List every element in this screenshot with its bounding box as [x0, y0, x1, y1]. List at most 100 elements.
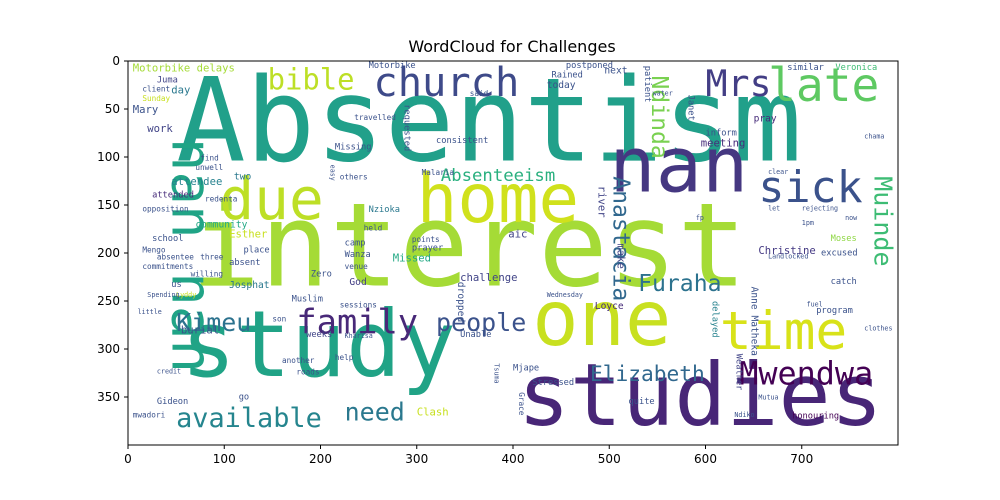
word-61: go — [239, 392, 249, 402]
word-22: Elizabeth — [590, 361, 705, 386]
word-68: river — [595, 186, 607, 218]
word-77: Motorbike — [369, 61, 416, 71]
word-100: redenta — [205, 195, 237, 204]
word-86: Janet — [685, 95, 695, 121]
word-91: willing — [191, 270, 223, 279]
word-52: Veronica — [835, 63, 877, 73]
word-133: clear — [768, 168, 788, 176]
word-41: place — [244, 245, 270, 255]
word-66: delayed — [709, 301, 719, 338]
x-tick-label: 200 — [309, 452, 332, 466]
word-127: Landlocked — [768, 253, 808, 261]
word-1: interest — [191, 179, 747, 313]
word-126: fp — [696, 214, 704, 222]
word-33: Missing — [335, 143, 372, 153]
word-110: water — [653, 89, 673, 97]
word-16: family — [296, 302, 418, 341]
word-107: Wednesday — [547, 291, 583, 299]
word-112: travelled — [354, 113, 396, 122]
word-24: Anastacia — [607, 176, 633, 301]
x-tick-label: 600 — [694, 452, 717, 466]
x-tick-label: 500 — [598, 452, 621, 466]
x-axis: 0 100 200 300 400 500 600 700 — [124, 445, 813, 466]
word-43: Josphat — [229, 280, 269, 291]
word-121: Spending — [147, 291, 179, 299]
word-114: others — [340, 173, 368, 182]
word-46: challenge — [460, 272, 517, 284]
word-7: home — [417, 159, 579, 238]
word-23: Absenteeism — [441, 166, 555, 186]
word-78: prayer — [412, 244, 443, 254]
word-134: Ndiko — [734, 411, 754, 419]
word-69: Loyce — [595, 301, 624, 312]
y-tick-label: 100 — [97, 150, 120, 164]
word-53: similar — [787, 63, 824, 73]
word-93: roads — [296, 368, 319, 377]
word-57: weeks — [306, 330, 332, 340]
word-10: late — [768, 58, 879, 112]
word-54: pray — [754, 114, 777, 125]
word-96: Mengo — [142, 246, 166, 255]
word-106: sessions — [340, 300, 377, 309]
word-99: opposition — [142, 204, 188, 213]
y-tick-label: 350 — [97, 390, 120, 404]
word-128: Mutua — [758, 394, 778, 402]
word-28: Juma — [157, 76, 178, 86]
word-62: Clash — [417, 406, 449, 418]
word-79: camp — [345, 239, 366, 249]
word-71: Stressed — [532, 378, 574, 388]
word-129: rejecting — [802, 205, 838, 213]
word-65: Weather — [733, 354, 743, 391]
word-94: help — [335, 353, 354, 362]
word-92: another — [282, 356, 315, 365]
word-5: one — [532, 275, 671, 364]
word-51: catch — [831, 277, 857, 287]
word-49: Moses — [831, 234, 857, 244]
word-74: next — [604, 66, 627, 77]
word-70: dropped — [455, 282, 466, 322]
x-tick-label: 100 — [213, 452, 236, 466]
word-11: Mrs — [706, 62, 772, 105]
word-12: sick — [758, 163, 862, 213]
word-31: work — [147, 123, 173, 135]
word-97: commitments — [142, 262, 193, 271]
word-29: day — [171, 85, 190, 97]
word-6: nan nan — [159, 138, 224, 373]
word-108: Grace — [517, 392, 526, 416]
word-39: school — [152, 234, 183, 244]
word-15: Mwendwa — [739, 356, 873, 393]
x-tick-label: 700 — [790, 452, 813, 466]
word-87: consistent — [436, 136, 488, 146]
word-73: today — [547, 80, 576, 91]
word-35: attendee — [171, 176, 222, 188]
word-18: need — [345, 397, 405, 426]
word-8: due — [219, 165, 323, 233]
word-88: Sunday — [142, 94, 170, 103]
word-101: find — [200, 153, 219, 162]
word-85: patient — [642, 66, 652, 103]
word-64: honouring — [792, 412, 839, 422]
word-116: points — [412, 235, 440, 244]
word-42: absent — [229, 258, 260, 268]
word-104: son — [272, 315, 286, 324]
word-44: God — [349, 277, 366, 288]
x-tick-label: 300 — [405, 452, 428, 466]
word-83: Anne Matheka — [749, 287, 760, 356]
word-124: clothes — [864, 325, 892, 333]
x-tick-label: 0 — [124, 452, 132, 466]
word-89: client — [142, 84, 170, 93]
chart-title: WordCloud for Challenges — [408, 37, 615, 56]
word-21: Furaha — [638, 271, 721, 297]
word-20: Kimeu — [176, 308, 251, 337]
word-60: Gideon — [157, 397, 188, 407]
word-9: church — [373, 58, 519, 106]
word-48: Christine — [758, 245, 815, 257]
word-55: inform — [706, 128, 737, 138]
word-13: time — [720, 301, 847, 362]
word-38: community — [195, 219, 247, 230]
word-123: fuel — [807, 301, 823, 309]
word-50: excused — [821, 248, 858, 258]
word-2: study — [181, 291, 456, 398]
